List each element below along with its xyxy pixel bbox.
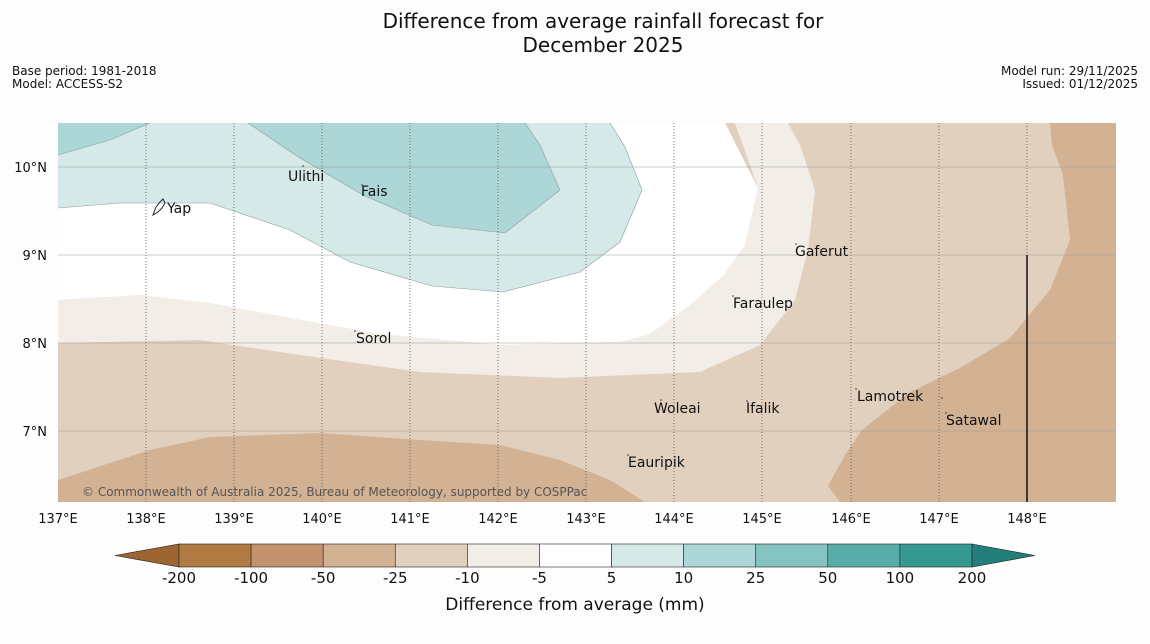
chart-title: Difference from average rainfall forecas…: [0, 9, 1150, 57]
legend-tick-label: -200: [162, 569, 196, 587]
lon-tick: 141°E: [390, 512, 430, 527]
band-10-25: [248, 123, 560, 233]
legend-colorbar: [114, 543, 1036, 568]
band-minus5-plus5: [58, 123, 758, 345]
legend-tick-label: -100: [234, 569, 268, 587]
yap-island-outline: [152, 198, 166, 217]
place-ulithi: Ulithi: [288, 169, 324, 185]
model-run: Model run: 29/11/2025: [1000, 64, 1138, 78]
legend-tick-label: 10: [674, 569, 693, 587]
lon-tick: 142°E: [478, 512, 518, 527]
legend-tick-label: -50: [311, 569, 336, 587]
band-10-25-corner: [58, 123, 150, 155]
lat-axis: 10°N 9°N 8°N 7°N: [14, 161, 47, 440]
legend-tick-label: 50: [818, 569, 837, 587]
lon-tick: 144°E: [654, 512, 694, 527]
legend-tick-label: -10: [455, 569, 480, 587]
legend-extension-high: [971, 543, 1036, 568]
legend-swatch: [539, 543, 612, 568]
legend-swatch: [250, 543, 324, 568]
model-name: Model: ACCESS-S2: [12, 77, 124, 91]
copyright-note: © Commonwealth of Australia 2025, Bureau…: [82, 485, 587, 499]
place-yap: Yap: [166, 201, 191, 217]
legend-swatch: [899, 543, 973, 568]
base-period: Base period: 1981-2018: [12, 64, 157, 78]
legend-swatch: [611, 543, 684, 568]
lon-tick: 137°E: [38, 512, 78, 527]
title-line-1: Difference from average rainfall forecas…: [382, 9, 824, 33]
legend-swatch: [827, 543, 901, 568]
legend-extension-low: [114, 543, 180, 568]
meta-right: Model run: 29/11/2025 Issued: 01/12/2025: [1001, 65, 1138, 91]
place-eauripik: Eauripik: [628, 455, 686, 471]
lon-tick: 138°E: [126, 512, 166, 527]
lon-tick: 140°E: [302, 512, 342, 527]
place-faraulep: Faraulep: [733, 296, 793, 312]
legend-swatch: [394, 543, 468, 568]
legend-tick-label: 100: [886, 569, 915, 587]
lat-tick: 8°N: [23, 337, 48, 352]
legend-tick-label: 25: [746, 569, 765, 587]
legend-label: Difference from average (mm): [445, 595, 704, 615]
place-lamotrek: Lamotrek: [857, 389, 924, 405]
legend-swatch: [683, 543, 757, 568]
legend-swatch: [322, 543, 396, 568]
lat-tick: 9°N: [23, 249, 48, 264]
place-ifalik: Ifalik: [746, 401, 780, 417]
rainfall-map: Ulithi Fais Yap Gaferut Faraulep Sorol W…: [58, 123, 1116, 502]
title-line-2: December 2025: [522, 33, 684, 57]
lat-tick: 10°N: [14, 161, 47, 176]
lon-tick: 139°E: [214, 512, 254, 527]
place-woleai: Woleai: [654, 401, 701, 417]
meta-left: Base period: 1981-2018 Model: ACCESS-S2: [12, 65, 157, 91]
place-satawal: Satawal: [946, 413, 1001, 429]
place-gaferut: Gaferut: [795, 244, 849, 260]
place-fais: Fais: [361, 184, 388, 200]
legend-ticks: -200 -100 -50 -25 -10 -5 5 10 25 50 100 200: [162, 569, 986, 587]
issued-date: Issued: 01/12/2025: [1022, 77, 1138, 91]
legend-swatch: [178, 543, 252, 568]
lon-tick: 145°E: [742, 512, 782, 527]
lon-tick: 143°E: [566, 512, 606, 527]
legend-tick-label: 200: [958, 569, 987, 587]
place-sorol: Sorol: [356, 331, 391, 347]
legend-swatch: [755, 543, 829, 568]
legend-tick-label: 5: [607, 569, 617, 587]
lat-tick: 7°N: [23, 425, 48, 440]
legend-tick-label: -25: [383, 569, 408, 587]
legend-swatch: [467, 543, 540, 568]
island-markers: [302, 165, 947, 456]
band-minus50-minus25-east: [828, 123, 1116, 502]
lon-tick: 146°E: [831, 512, 871, 527]
lon-axis: 137°E 138°E 139°E 140°E 141°E 142°E 143°…: [38, 512, 1047, 527]
legend-tick-label: -5: [532, 569, 547, 587]
lon-tick: 148°E: [1007, 512, 1047, 527]
lon-tick: 147°E: [919, 512, 959, 527]
band-minus10-minus5: [58, 123, 815, 378]
